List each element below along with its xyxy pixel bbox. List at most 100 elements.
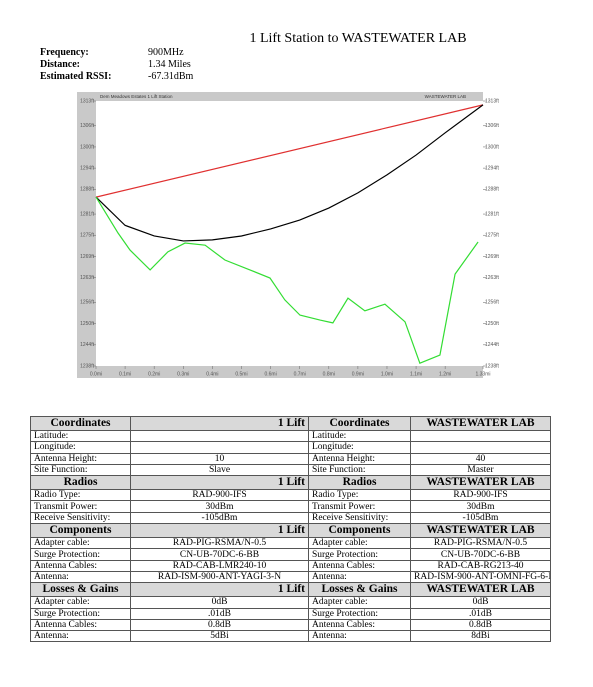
- cell-value: 0dB: [130, 596, 309, 609]
- row-label: Antenna:: [308, 630, 411, 643]
- row-label: Longitude:: [30, 441, 131, 454]
- y-tick-label: 1263ft: [80, 275, 95, 281]
- cell-value: [130, 429, 309, 443]
- field: Estimated RSSI: -67.31dBm: [40, 71, 193, 82]
- table-row: Antenna Cables: RAD-CAB-LMR240-10 Antenna …: [30, 559, 551, 572]
- x-tick-label: 0.6mi: [264, 371, 276, 377]
- row-label: Antenna Cables:: [30, 559, 131, 572]
- y-tick-label: 1281ft: [80, 211, 95, 217]
- cell-value: [410, 441, 551, 454]
- x-tick-label: 0.5mi: [235, 371, 247, 377]
- site-name: WASTEWATER LAB: [410, 475, 551, 491]
- table-row: Antenna: RAD-ISM-900-ANT-YAGI-3-N Antenna:…: [30, 570, 551, 584]
- cell-value: 0.8dB: [130, 618, 309, 632]
- table-row: Surge Protection: .01dB Surge Protection:.…: [30, 607, 551, 620]
- row-label: Radio Type:: [30, 489, 131, 502]
- table-row: Receive Sensitivity: -105dBm Receive Sensi…: [30, 511, 551, 525]
- row-label: Surge Protection:: [308, 548, 411, 561]
- x-tick-label: 0.9mi: [352, 371, 364, 377]
- cell-value: RAD-PIG-RSMA/N-0.5: [130, 537, 309, 550]
- site-name: WASTEWATER LAB: [410, 523, 551, 539]
- site-label: WASTEWATER LAB: [425, 94, 466, 99]
- table-row: Site Function: Slave Site Function: Master: [30, 463, 551, 477]
- series-line: [95, 104, 484, 242]
- row-label: Latitude:: [30, 429, 131, 443]
- cell-value: RAD-900-IFS: [410, 489, 551, 502]
- x-tick-label: 1.33mi: [475, 371, 490, 377]
- table-row: Longitude: Longitude:: [30, 441, 551, 454]
- row-label: Site Function:: [30, 463, 131, 477]
- y-tick-label: 1294ft: [485, 165, 500, 171]
- row-label: Receive Sensitivity:: [30, 511, 131, 525]
- cell-value: 5dBi: [130, 630, 309, 643]
- row-label: Antenna Height:: [30, 452, 131, 465]
- y-tick-label: 1256ft: [485, 300, 500, 306]
- row-label: Receive Sensitivity:: [308, 511, 411, 525]
- row-label: Antenna Height:: [308, 452, 411, 465]
- table-row: Adapter cable: 0dB Adapter cable: 0dB: [30, 596, 551, 609]
- cell-value: .01dB: [410, 607, 551, 620]
- cell-value: Master: [410, 463, 551, 477]
- row-label: Longitude:: [308, 441, 411, 454]
- y-tick-label: 1269ft: [485, 254, 500, 260]
- table-row: Adapter cable: RAD-PIG-RSMA/N-0.5 Adapter …: [30, 537, 551, 550]
- row-label: Latitude:: [308, 429, 411, 443]
- table-row: Antenna: 5dBi Antenna: 8dBi: [30, 630, 551, 643]
- y-tick-label: 1281ft: [485, 211, 500, 217]
- y-tick-label: 1256ft: [80, 300, 95, 306]
- y-tick-label: 1306ft: [80, 123, 95, 129]
- cell-value: CN-UB-70DC-6-BB: [410, 548, 551, 561]
- row-label: Transmit Power:: [308, 500, 411, 513]
- x-tick-label: 0.3mi: [177, 371, 189, 377]
- row-label: Radio Type:: [308, 489, 411, 502]
- y-tick-label: 1313ft: [80, 98, 95, 104]
- row-label: Adapter cable:: [30, 537, 131, 550]
- cell-value: [130, 441, 309, 454]
- cell-value: 40: [410, 452, 551, 465]
- section-title: Components: [308, 523, 411, 539]
- cell-value: [410, 429, 551, 443]
- section-header: Losses & Gains 1 Lift Losses & Gains WASTEW…: [30, 582, 551, 598]
- title: 1 Lift Station to WASTEWATER LAB: [249, 31, 467, 46]
- site-label: Dem Meadows Estates 1 Lift Station: [100, 94, 173, 99]
- row-label: Surge Protection:: [308, 607, 411, 620]
- site-name: 1 Lift: [130, 475, 309, 491]
- x-tick-label: 0.4mi: [206, 371, 218, 377]
- y-tick-label: 1244ft: [485, 342, 500, 348]
- table-row: Antenna Cables: 0.8dB Antenna Cables: 0.8dB: [30, 618, 551, 632]
- cell-value: RAD-CAB-LMR240-10: [130, 559, 309, 572]
- site-table: Coordinates 1 Lift Coordinates WASTEWATER L…: [30, 416, 551, 643]
- y-tick-label: 1306ft: [485, 123, 500, 129]
- y-tick-label: 1275ft: [80, 233, 95, 239]
- section-title: Coordinates: [30, 416, 131, 431]
- y-tick-label: 1238ft: [80, 363, 95, 369]
- series-line: [95, 104, 484, 198]
- row-label: Antenna:: [308, 570, 411, 584]
- y-tick-label: 1294ft: [80, 165, 95, 171]
- y-tick-label: 1250ft: [80, 321, 95, 327]
- site-name: WASTEWATER LAB: [410, 582, 551, 598]
- row-label: Transmit Power:: [30, 500, 131, 513]
- x-tick-label: 1.2mi: [439, 371, 451, 377]
- row-label: Surge Protection:: [30, 607, 131, 620]
- chart: Dem Meadows Estates 1 Lift Station WASTEW…: [77, 92, 500, 378]
- cell-value: .01dB: [130, 607, 309, 620]
- row-label: Surge Protection:: [30, 548, 131, 561]
- plot-area: [96, 101, 483, 366]
- cell-value: RAD-PIG-RSMA/N-0.5: [410, 537, 551, 550]
- cell-value: 8dBi: [410, 630, 551, 643]
- y-tick-label: 1250ft: [485, 321, 500, 327]
- section-title: Components: [30, 523, 131, 539]
- section-header: Components 1 Lift Components WASTEWATER LAB: [30, 523, 551, 539]
- cell-value: 30dBm: [410, 500, 551, 513]
- field-value: 900MHz: [148, 47, 184, 58]
- cell-value: RAD-CAB-RG213-40: [410, 559, 551, 572]
- cell-value: -105dBm: [410, 511, 551, 525]
- row-label: Antenna Cables:: [30, 618, 131, 632]
- y-tick-label: 1269ft: [80, 254, 95, 260]
- y-tick-label: 1288ft: [80, 187, 95, 193]
- site-name: 1 Lift: [130, 523, 309, 539]
- x-tick-label: 0.8mi: [323, 371, 335, 377]
- x-tick-label: 0.0mi: [90, 371, 102, 377]
